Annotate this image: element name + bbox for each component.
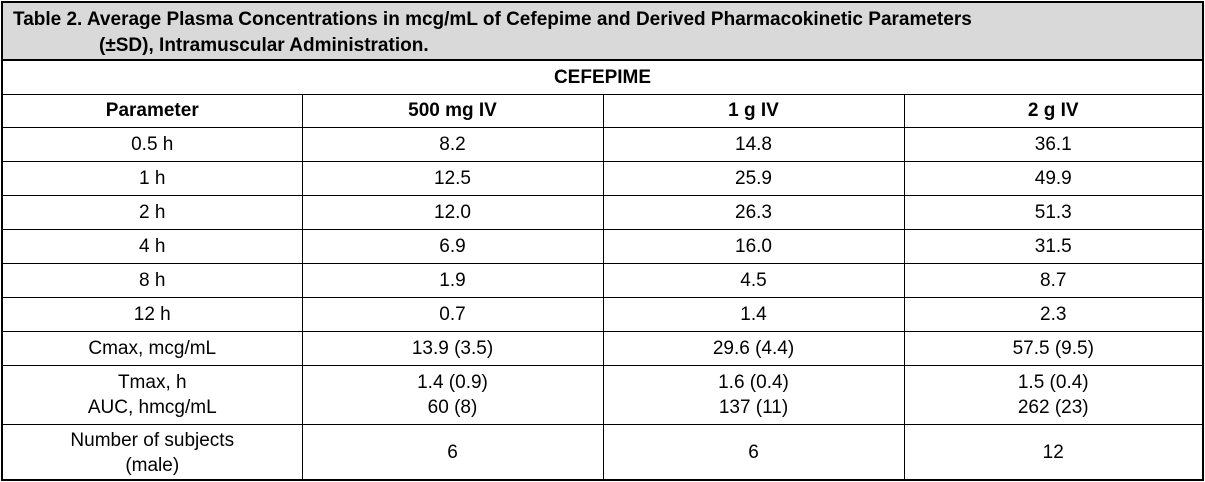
cell-2g: 49.9 <box>903 161 1202 196</box>
table-row: 0.5 h 8.2 14.8 36.1 <box>3 127 1202 162</box>
cell-1g: 4.5 <box>602 263 905 298</box>
cell-500mg: 0.7 <box>301 297 604 332</box>
row-label-subjects: Number of subjects <box>70 429 235 451</box>
row-label-tmax: Tmax, h <box>117 372 187 393</box>
row-label: 12 h <box>3 297 303 332</box>
cell-2g: 12 <box>903 424 1202 480</box>
table-caption: Table 2. Average Plasma Concentrations i… <box>3 3 1202 61</box>
table-row: Number of subjects (male) 6 6 12 <box>3 424 1202 480</box>
cell-2g: 31.5 <box>903 229 1202 264</box>
cell-1g: 16.0 <box>602 229 905 264</box>
cell-500mg-tmax: 1.4 (0.9) <box>417 372 488 393</box>
cell-2g: 36.1 <box>903 127 1202 162</box>
row-label: 1 h <box>3 161 303 196</box>
header-row: Parameter 500 mg IV 1 g IV 2 g IV <box>3 94 1202 128</box>
cell-2g-auc: 262 (23) <box>1017 397 1089 418</box>
cell-500mg: 12.5 <box>301 161 604 196</box>
table-row: 8 h 1.9 4.5 8.7 <box>3 263 1202 298</box>
row-label-male: (male) <box>125 454 180 476</box>
table-row: 1 h 12.5 25.9 49.9 <box>3 161 1202 196</box>
cell-1g: 1.4 <box>602 297 905 332</box>
caption-line-1: Table 2. Average Plasma Concentrations i… <box>13 9 972 30</box>
cell-1g: 6 <box>602 424 905 480</box>
cell-1g: 29.6 (4.4) <box>602 331 905 366</box>
cell-1g: 14.8 <box>602 127 905 162</box>
row-label: 2 h <box>3 195 303 230</box>
row-label-auc: AUC, hmcg/mL <box>87 397 217 418</box>
row-label: Cmax, mcg/mL <box>3 331 303 366</box>
column-header-parameter: Parameter <box>3 94 303 128</box>
table-row: Cmax, mcg/mL 13.9 (3.5) 29.6 (4.4) 57.5 … <box>3 331 1202 366</box>
column-header-500mg: 500 mg IV <box>301 94 604 128</box>
cell-2g: 57.5 (9.5) <box>903 331 1202 366</box>
cell-2g-tmax: 1.5 (0.4) <box>1017 372 1089 393</box>
cell-1g: 25.9 <box>602 161 905 196</box>
cell-500mg: 1.4 (0.9) 60 (8) <box>301 365 604 425</box>
column-header-1g: 1 g IV <box>602 94 905 128</box>
cell-2g: 51.3 <box>903 195 1202 230</box>
cell-1g-auc: 137 (11) <box>718 397 789 418</box>
cell-500mg: 1.9 <box>301 263 604 298</box>
band-header: CEFEPIME <box>3 61 1202 95</box>
cell-2g: 2.3 <box>903 297 1202 332</box>
cell-1g: 26.3 <box>602 195 905 230</box>
row-label: 0.5 h <box>3 127 303 162</box>
cell-2g: 1.5 (0.4) 262 (23) <box>903 365 1202 425</box>
cell-500mg: 8.2 <box>301 127 604 162</box>
cell-500mg: 12.0 <box>301 195 604 230</box>
row-label: 8 h <box>3 263 303 298</box>
cell-500mg: 6.9 <box>301 229 604 264</box>
cell-1g: 1.6 (0.4) 137 (11) <box>602 365 905 425</box>
row-label: Tmax, h AUC, hmcg/mL <box>3 365 303 425</box>
band-row: CEFEPIME <box>3 61 1202 95</box>
table-row: 12 h 0.7 1.4 2.3 <box>3 297 1202 332</box>
cell-2g: 8.7 <box>903 263 1202 298</box>
table-row: 4 h 6.9 16.0 31.5 <box>3 229 1202 264</box>
row-label: 4 h <box>3 229 303 264</box>
pharmacokinetics-table: CEFEPIME Parameter 500 mg IV 1 g IV 2 g … <box>3 61 1202 480</box>
caption-line-2: (±SD), Intramuscular Administration. <box>99 35 429 56</box>
column-header-2g: 2 g IV <box>903 94 1202 128</box>
cell-1g-tmax: 1.6 (0.4) <box>718 372 789 393</box>
cell-500mg: 13.9 (3.5) <box>301 331 604 366</box>
cell-500mg-auc: 60 (8) <box>427 397 478 418</box>
table-row: Tmax, h AUC, hmcg/mL 1.4 (0.9) 60 (8) 1.… <box>3 365 1202 425</box>
row-label: Number of subjects (male) <box>3 424 303 480</box>
cell-500mg: 6 <box>301 424 604 480</box>
table-row: 2 h 12.0 26.3 51.3 <box>3 195 1202 230</box>
